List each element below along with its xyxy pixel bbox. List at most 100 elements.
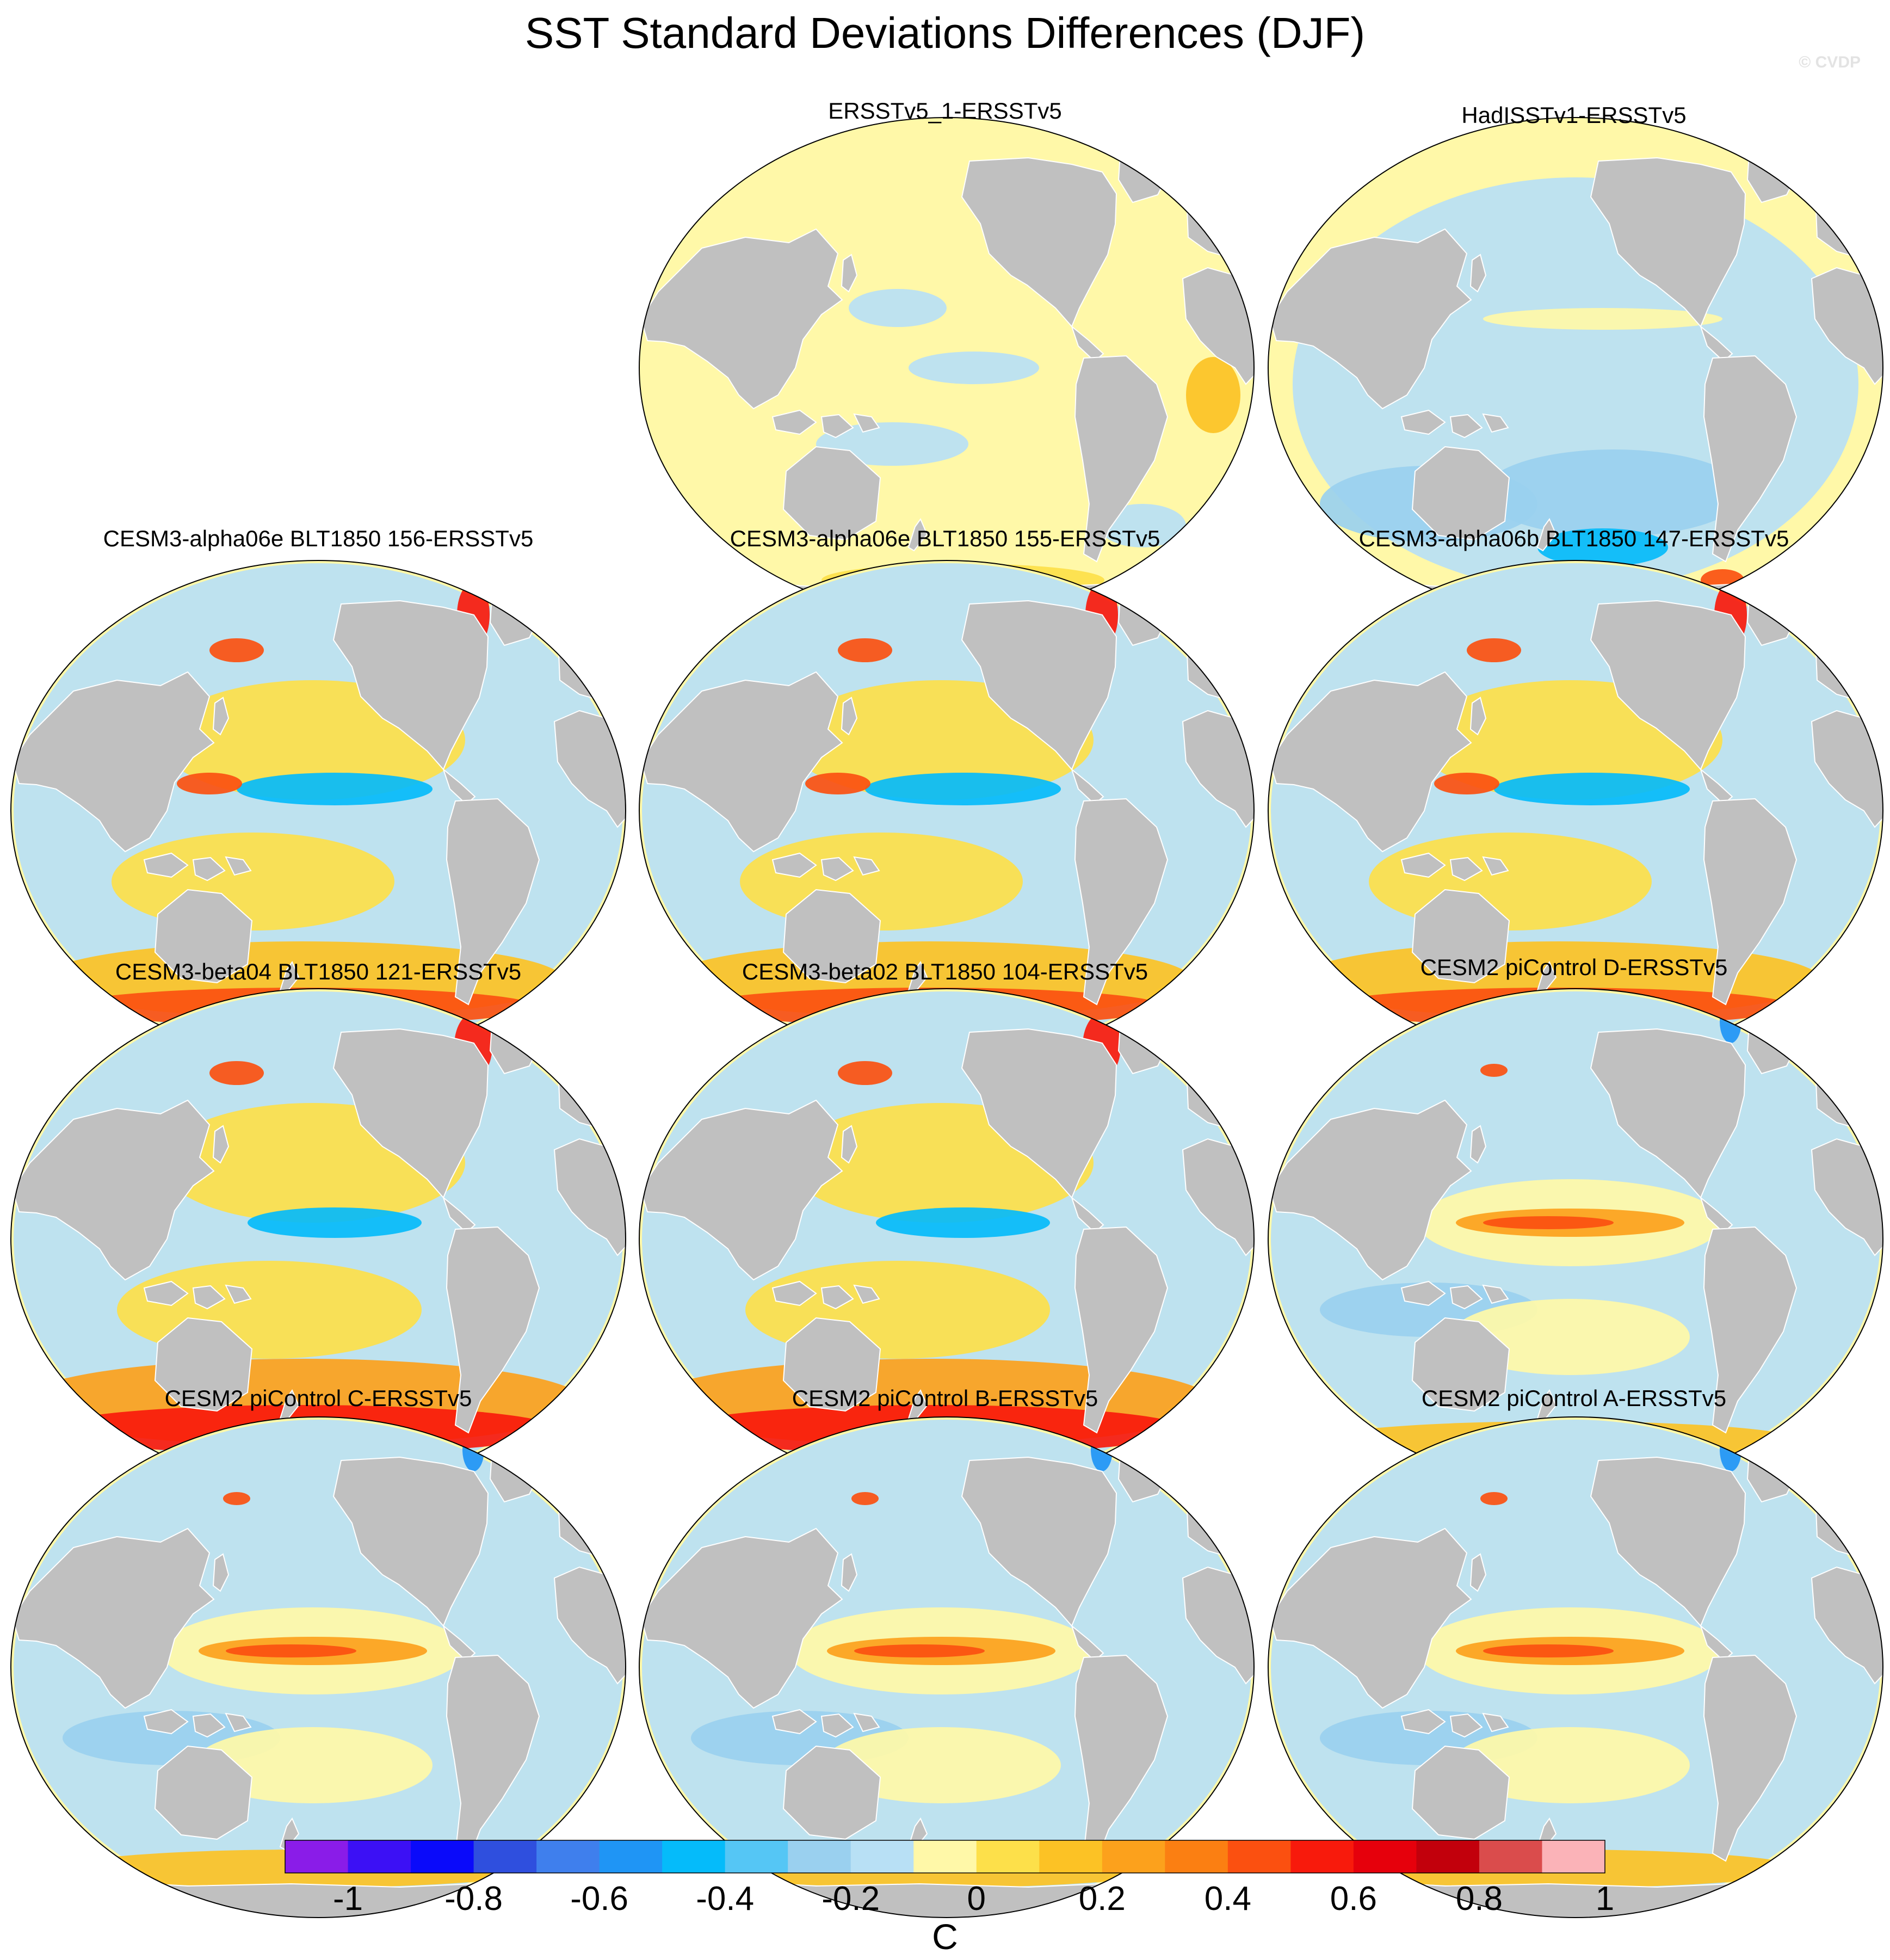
map-border: [1268, 1416, 1883, 1918]
anomaly-patch-west-warmpool: [177, 773, 242, 794]
panel-title: CESM3-beta04 BLT1850 121-ERSSTv5: [115, 959, 521, 984]
anomaly-patch-equatorial-cold: [865, 773, 1061, 805]
anomaly-patch-equatorial-cold: [237, 773, 433, 805]
map-panel: [1268, 988, 1883, 1490]
anomaly-patch-equatorial-cold: [248, 1207, 422, 1238]
map-content: [639, 560, 1254, 1061]
panel-title: CESM2 piControl D-ERSSTv5: [1420, 954, 1728, 980]
anomaly-patch-arctic: [1325, 171, 1369, 184]
anomaly-patch-south-pacific: [112, 833, 394, 930]
anomaly-patch-arctic: [128, 581, 171, 594]
colorbar-tick-label: 0.8: [1456, 1880, 1503, 1918]
map-content: [1268, 118, 1883, 618]
colorbar-swatch: [1353, 1840, 1417, 1873]
panel-title: CESM2 piControl B-ERSSTv5: [792, 1385, 1098, 1411]
watermark: © CVDP: [1799, 53, 1861, 71]
map-content: [639, 989, 1254, 1489]
colorbar-swatch: [1290, 1840, 1354, 1873]
map-panel: [1268, 1416, 1883, 1918]
panel-title: CESM2 piControl A-ERSSTv5: [1422, 1385, 1726, 1411]
map-panel: [639, 560, 1255, 1062]
colorbar-swatch: [662, 1840, 726, 1873]
map-panel: [10, 988, 626, 1490]
anomaly-patch-south-pacific: [1369, 833, 1652, 930]
anomaly-patch-kuroshio: [1480, 1492, 1508, 1505]
anomaly-patch-south-atlantic: [1099, 504, 1186, 547]
map-panels: ERSSTv5_1-ERSSTv5 HadISSTv1-ERSSTv5 CESM3-…: [10, 98, 1883, 1918]
colorbar-swatch: [788, 1840, 851, 1873]
colorbar-swatch: [1479, 1840, 1542, 1873]
panel-title: CESM3-alpha06e BLT1850 156-ERSSTv5: [103, 526, 534, 551]
main-title: SST Standard Deviations Differences (DJF…: [525, 9, 1365, 57]
anomaly-patch-kuroshio: [1467, 638, 1521, 662]
colorbar-swatch: [1542, 1840, 1605, 1873]
map-panel: [1268, 117, 1883, 619]
colorbar-tick-label: 1: [1596, 1880, 1614, 1918]
anomaly-patch-kuroshio: [209, 1061, 264, 1085]
anomaly-patch-enso-max: [1483, 1644, 1614, 1657]
map-content: [11, 1417, 626, 1918]
map-panel: [639, 988, 1255, 1490]
map-panel: [1268, 560, 1883, 1062]
colorbar-swatch: [1227, 1840, 1291, 1873]
panel-title: CESM3-beta02 BLT1850 104-ERSSTv5: [742, 959, 1148, 984]
anomaly-patch-equatorial-cold: [876, 1207, 1050, 1238]
anomaly-patch-south-pacific: [822, 1727, 1061, 1803]
colorbar-swatch: [725, 1840, 788, 1873]
colorbar-tick-label: -0.6: [570, 1880, 628, 1918]
colorbar-swatch: [348, 1840, 411, 1873]
map-content: [1268, 989, 1883, 1489]
colorbar: -1 -0.8 -0.6 -0.4 -0.2 0 0.2 0.4 0.6 0.8 1 C: [285, 1840, 1614, 1957]
colorbar-tick-label: 0.6: [1330, 1880, 1377, 1918]
map-border: [10, 1416, 626, 1918]
anomaly-patch-kuroshio: [209, 638, 264, 662]
colorbar-swatch: [1039, 1840, 1103, 1873]
colorbar-tick-label: 0.4: [1205, 1880, 1251, 1918]
anomaly-patch-enso-max: [226, 1644, 356, 1657]
colorbar-tick-label: -0.4: [696, 1880, 754, 1918]
colorbar-swatch: [976, 1840, 1040, 1873]
anomaly-patch-kuroshio: [1480, 1064, 1508, 1077]
colorbar-swatch: [913, 1840, 977, 1873]
colorbar-swatch: [1102, 1840, 1165, 1873]
colorbar-tick-label: 0: [967, 1880, 986, 1918]
colorbar-frame: [285, 1840, 1605, 1873]
anomaly-patch-southern-deep: [1537, 528, 1668, 566]
colorbar-units: C: [932, 1916, 958, 1957]
panel-title: HadISSTv1-ERSSTv5: [1461, 102, 1686, 128]
colorbar-swatch: [473, 1840, 537, 1873]
anomaly-patch-south-pacific: [1450, 1299, 1690, 1375]
anomaly-patch-south-pacific: [740, 833, 1023, 930]
colorbar-swatch: [1165, 1840, 1228, 1873]
colorbar-swatch: [411, 1840, 474, 1873]
anomaly-patch-west-warmpool: [805, 773, 870, 794]
colorbar-swatch: [1416, 1840, 1480, 1873]
anomaly-patch-south-pacific: [193, 1727, 433, 1803]
colorbar-swatch: [850, 1840, 914, 1873]
anomaly-patch-kuroshio: [838, 638, 892, 662]
anomaly-patch-west-warmpool: [1434, 773, 1499, 794]
map-content: [11, 989, 626, 1489]
anomaly-patch-east-edge: [1186, 357, 1240, 433]
colorbar-swatch: [536, 1840, 600, 1873]
anomaly-patch-north-pacific: [849, 289, 947, 327]
map-content: [1268, 1417, 1883, 1918]
anomaly-patch-enso-max: [1483, 1216, 1614, 1229]
colorbar-tick-label: -0.2: [822, 1880, 880, 1918]
anomaly-patch-equatorial-band: [1483, 308, 1722, 330]
anomaly-patch-equatorial-cold: [1494, 773, 1690, 805]
panel-title: ERSSTv5_1-ERSSTv5: [828, 98, 1061, 124]
panel-title: CESM3-alpha06b BLT1850 147-ERSSTv5: [1359, 526, 1789, 551]
panel-title: CESM2 piControl C-ERSSTv5: [165, 1385, 472, 1411]
map-content: [1268, 560, 1883, 1061]
anomaly-patch-kuroshio: [838, 1061, 892, 1085]
anomaly-patch-equatorial: [909, 352, 1039, 384]
colorbar-tick-label: 0.2: [1079, 1880, 1126, 1918]
anomaly-patch-south-pacific: [1450, 1727, 1690, 1803]
colorbar-tick-label: -1: [333, 1880, 363, 1918]
anomaly-patch-enso-max: [854, 1644, 985, 1657]
map-border: [639, 1416, 1255, 1918]
colorbar-swatch: [285, 1840, 349, 1873]
panel-title: CESM3-alpha06e BLT1850 155-ERSSTv5: [730, 526, 1160, 551]
